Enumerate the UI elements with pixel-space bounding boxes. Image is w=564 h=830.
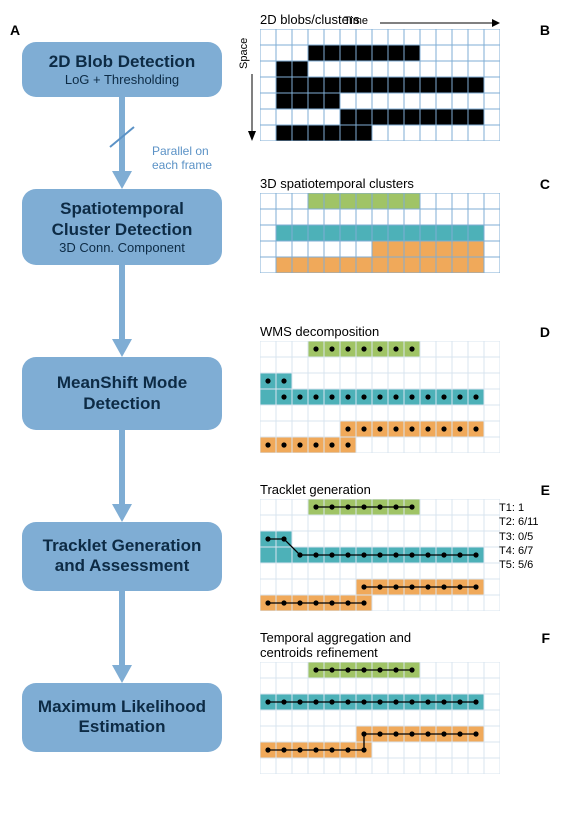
flow-title-5: Maximum Likelihood Estimation <box>30 697 214 738</box>
arrow-2 <box>22 265 222 357</box>
flow-box-1: 2D Blob Detection LoG + Thresholding <box>22 42 222 97</box>
panel-B: 2D blobs/clusters B Time Space <box>244 12 544 146</box>
flow-sub-1: LoG + Thresholding <box>30 72 214 87</box>
flow-box-3: MeanShift Mode Detection <box>22 357 222 430</box>
panel-label-F: F <box>541 630 550 646</box>
flow-sub-2: 3D Conn. Component <box>30 240 214 255</box>
tl-3: T3: 0/5 <box>499 530 539 544</box>
flowchart-column: A 2D Blob Detection LoG + Thresholding P… <box>12 12 232 787</box>
grid-E-svg <box>260 499 500 611</box>
flow-box-2: Spatiotemporal Cluster Detection 3D Conn… <box>22 189 222 265</box>
panel-D-title: WMS decomposition <box>244 324 544 339</box>
panel-F-title: Temporal aggregation and centroids refin… <box>244 630 544 660</box>
parallel-label: Parallel on each frame <box>152 144 212 173</box>
panel-F: Temporal aggregation and centroids refin… <box>244 630 544 779</box>
tl-4: T4: 6/7 <box>499 544 539 558</box>
tl-2: T2: 6/11 <box>499 515 539 529</box>
arrow-4 <box>22 591 222 683</box>
panel-D: WMS decomposition D <box>244 324 544 458</box>
grid-F-svg <box>260 662 500 774</box>
flow-title-4: Tracklet Generation and Assessment <box>30 536 214 577</box>
panel-E: Tracklet generation E T1: 1 T2: 6/11 T3:… <box>244 482 544 616</box>
panel-C: 3D spatiotemporal clusters C <box>244 176 544 278</box>
panel-label-E: E <box>541 482 550 498</box>
parallel-line2: each frame <box>152 158 212 172</box>
panel-label-C: C <box>540 176 550 192</box>
flow-title-1: 2D Blob Detection <box>30 52 214 72</box>
panel-F-title-l1: Temporal aggregation and <box>260 630 411 645</box>
flow-title-3: MeanShift Mode Detection <box>30 373 214 414</box>
grid-D-svg <box>260 341 500 453</box>
grid-B-svg <box>260 29 500 141</box>
panel-label-A: A <box>10 22 20 38</box>
flow-title-2: Spatiotemporal Cluster Detection <box>30 199 214 240</box>
time-axis-arrow <box>260 17 500 29</box>
tl-1: T1: 1 <box>499 501 539 515</box>
space-axis-label: Space <box>238 38 250 69</box>
flow-box-5: Maximum Likelihood Estimation <box>22 683 222 752</box>
grids-column: 2D blobs/clusters B Time Space 3D spatio… <box>244 12 544 787</box>
tl-5: T5: 5/6 <box>499 558 539 572</box>
panel-label-D: D <box>540 324 550 340</box>
panel-E-title: Tracklet generation <box>244 482 544 497</box>
grid-C-svg <box>260 193 500 273</box>
time-axis-label: Time <box>344 15 368 27</box>
flow-box-4: Tracklet Generation and Assessment <box>22 522 222 591</box>
panel-F-title-l2: centroids refinement <box>260 645 378 660</box>
tracklet-labels: T1: 1 T2: 6/11 T3: 0/5 T4: 6/7 T5: 5/6 <box>499 501 539 572</box>
parallel-line1: Parallel on <box>152 144 212 158</box>
panel-C-title: 3D spatiotemporal clusters <box>244 176 544 191</box>
arrow-3 <box>22 430 222 522</box>
